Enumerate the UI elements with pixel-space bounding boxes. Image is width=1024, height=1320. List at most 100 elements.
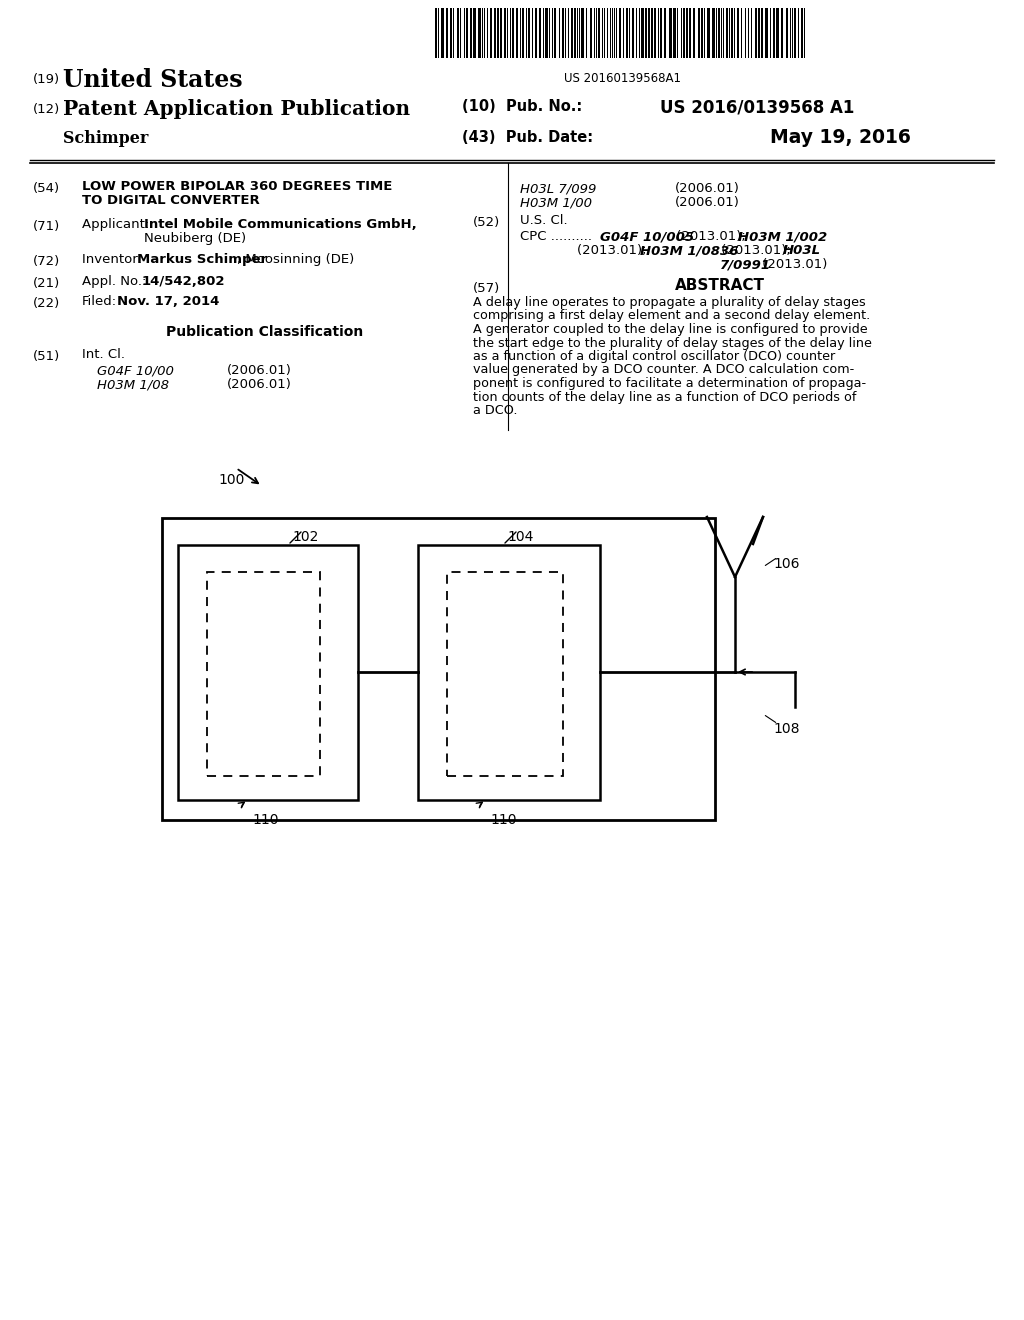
Bar: [641, 8, 644, 58]
Text: 108: 108: [773, 722, 800, 737]
Text: 102: 102: [292, 531, 318, 544]
Bar: [765, 8, 768, 58]
Text: , Moosinning (DE): , Moosinning (DE): [237, 253, 354, 267]
Bar: [737, 8, 739, 58]
Bar: [446, 8, 449, 58]
Text: 110: 110: [252, 813, 279, 828]
Text: (2013.01);: (2013.01);: [672, 230, 750, 243]
Text: ABSTRACT: ABSTRACT: [675, 279, 765, 293]
Bar: [707, 8, 710, 58]
Bar: [773, 8, 775, 58]
Text: H03L 7/099: H03L 7/099: [520, 182, 596, 195]
Text: the start edge to the plurality of delay stages of the delay line: the start edge to the plurality of delay…: [473, 337, 871, 350]
Text: 14/542,802: 14/542,802: [142, 275, 225, 288]
Text: US 2016/0139568 A1: US 2016/0139568 A1: [660, 99, 854, 117]
Bar: [673, 8, 676, 58]
Bar: [571, 8, 573, 58]
Bar: [698, 8, 700, 58]
Bar: [693, 8, 695, 58]
Bar: [441, 8, 444, 58]
Bar: [590, 8, 592, 58]
Bar: [178, 545, 358, 800]
Text: (71): (71): [33, 220, 60, 234]
Bar: [801, 8, 803, 58]
Bar: [545, 8, 548, 58]
Text: Patent Application Publication: Patent Application Publication: [63, 99, 411, 119]
Bar: [447, 572, 563, 776]
Bar: [512, 8, 514, 58]
Text: G04F 10/00: G04F 10/00: [97, 364, 174, 378]
Text: as a function of a digital control oscillator (DCO) counter: as a function of a digital control oscil…: [473, 350, 836, 363]
Bar: [701, 8, 703, 58]
Bar: [632, 8, 634, 58]
Bar: [450, 8, 452, 58]
Text: (72): (72): [33, 255, 60, 268]
Bar: [535, 8, 537, 58]
Bar: [712, 8, 715, 58]
Text: Nov. 17, 2014: Nov. 17, 2014: [117, 294, 219, 308]
Text: a DCO.: a DCO.: [473, 404, 517, 417]
Text: United States: United States: [63, 69, 243, 92]
Text: CPC ..........: CPC ..........: [520, 230, 592, 243]
Bar: [755, 8, 757, 58]
Text: US 20160139568A1: US 20160139568A1: [563, 73, 681, 84]
Text: (19): (19): [33, 73, 60, 86]
Text: H03M 1/002: H03M 1/002: [738, 230, 827, 243]
Text: (10)  Pub. No.:: (10) Pub. No.:: [462, 99, 583, 114]
Text: H03M 1/0836: H03M 1/0836: [640, 244, 738, 257]
Bar: [651, 8, 653, 58]
Text: Markus Schimper: Markus Schimper: [137, 253, 267, 267]
Bar: [654, 8, 656, 58]
Bar: [207, 572, 319, 776]
Text: (22): (22): [33, 297, 60, 310]
Bar: [786, 8, 788, 58]
Bar: [731, 8, 733, 58]
Text: (43)  Pub. Date:: (43) Pub. Date:: [462, 129, 593, 145]
Bar: [162, 517, 715, 820]
Text: (2006.01): (2006.01): [227, 364, 292, 378]
Text: (57): (57): [473, 282, 501, 294]
Bar: [522, 8, 524, 58]
Bar: [648, 8, 650, 58]
Text: (21): (21): [33, 277, 60, 290]
Text: (12): (12): [33, 103, 60, 116]
Bar: [494, 8, 496, 58]
Text: 100: 100: [218, 473, 245, 487]
Text: (2006.01): (2006.01): [675, 182, 740, 195]
Bar: [626, 8, 628, 58]
Bar: [516, 8, 518, 58]
Text: Applicant:: Applicant:: [82, 218, 154, 231]
Bar: [645, 8, 647, 58]
Bar: [562, 8, 564, 58]
Text: H03L: H03L: [783, 244, 821, 257]
Text: tion counts of the delay line as a function of DCO periods of: tion counts of the delay line as a funct…: [473, 391, 856, 404]
Bar: [781, 8, 783, 58]
Bar: [794, 8, 796, 58]
Bar: [618, 8, 621, 58]
Text: (54): (54): [33, 182, 60, 195]
Text: U.S. Cl.: U.S. Cl.: [520, 214, 567, 227]
Bar: [683, 8, 685, 58]
Text: Int. Cl.: Int. Cl.: [82, 348, 125, 360]
Bar: [726, 8, 728, 58]
Text: (2013.01);: (2013.01);: [577, 244, 650, 257]
Bar: [686, 8, 688, 58]
Bar: [470, 8, 472, 58]
Bar: [660, 8, 662, 58]
Bar: [539, 8, 541, 58]
Bar: [478, 8, 481, 58]
Text: 106: 106: [773, 557, 800, 572]
Bar: [473, 8, 476, 58]
Bar: [574, 8, 575, 58]
Bar: [581, 8, 584, 58]
Bar: [435, 8, 437, 58]
Text: (52): (52): [473, 216, 501, 228]
Bar: [497, 8, 499, 58]
Bar: [504, 8, 506, 58]
Text: Appl. No.:: Appl. No.:: [82, 275, 146, 288]
Text: 7/0991: 7/0991: [720, 257, 771, 271]
Text: May 19, 2016: May 19, 2016: [770, 128, 911, 147]
Text: H03M 1/00: H03M 1/00: [520, 195, 592, 209]
Bar: [490, 8, 492, 58]
Text: LOW POWER BIPOLAR 360 DEGREES TIME: LOW POWER BIPOLAR 360 DEGREES TIME: [82, 180, 392, 193]
